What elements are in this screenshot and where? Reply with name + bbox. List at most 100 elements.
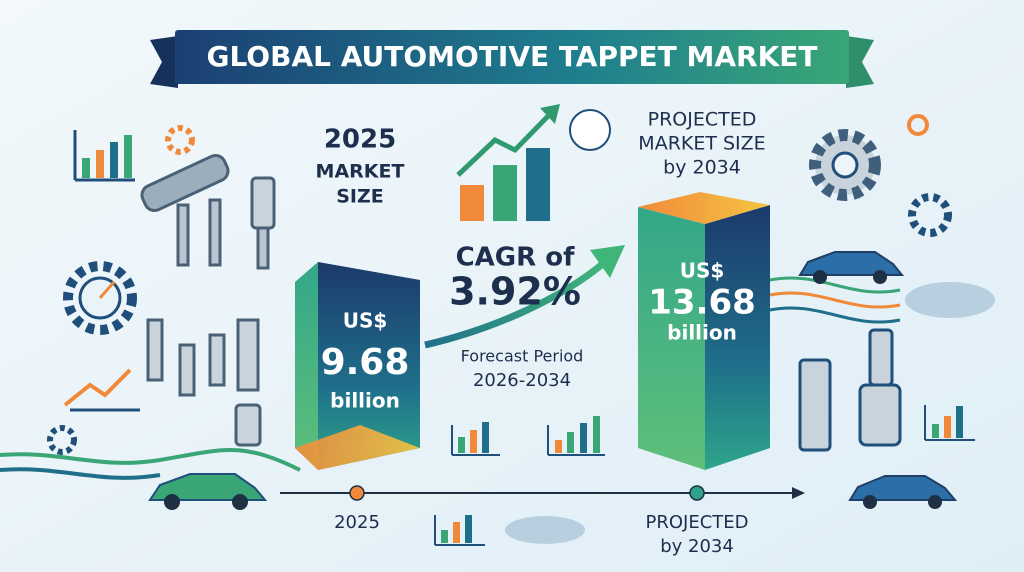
projected-prism-part — [638, 207, 705, 470]
decor-center-chart-part — [540, 104, 560, 124]
decor-bar — [944, 416, 951, 438]
decor-left-part — [176, 203, 190, 267]
current-value: US$ — [343, 309, 388, 333]
timeline-end: by 2034 — [660, 536, 734, 557]
current-heading: 2025 — [324, 125, 396, 155]
decor-left-part — [82, 158, 90, 178]
decor-bar — [956, 406, 963, 438]
decor-right-part — [868, 328, 894, 387]
decor-center-chart-part — [555, 440, 562, 453]
growth-arrowhead — [590, 245, 625, 278]
decor-left-part — [124, 135, 132, 178]
car-left-part — [232, 494, 248, 510]
decor-right-part — [769, 291, 901, 309]
decor-left-part — [0, 467, 161, 480]
projected-prism — [638, 192, 770, 470]
decor-center-chart-part — [441, 530, 448, 543]
projected-value: billion — [667, 321, 737, 345]
car-left-part — [164, 494, 180, 510]
timeline-start: 2025 — [334, 512, 380, 533]
decor-center-chart-part — [493, 165, 517, 221]
decor-left-part — [178, 343, 196, 397]
title: GLOBAL AUTOMOTIVE TAPPET MARKET — [206, 40, 817, 73]
decor-right-part — [905, 282, 995, 318]
decor-right-part — [908, 193, 952, 237]
car-right-top — [798, 251, 905, 284]
decor-left-part — [208, 198, 222, 267]
timeline-end: PROJECTED — [645, 512, 748, 533]
car-right-bottom — [848, 475, 958, 509]
projected-prism-part — [705, 205, 770, 470]
growth-arrow — [424, 259, 608, 349]
decor-center-chart-part — [482, 422, 489, 453]
decor-center-chart-part — [465, 515, 472, 543]
decor-center-chart-part — [456, 110, 554, 177]
decor-left — [0, 125, 301, 480]
decor-left-part — [236, 318, 260, 392]
current-value: billion — [330, 389, 400, 413]
decor-right-part — [858, 383, 902, 447]
projected-value: 13.68 — [648, 283, 756, 323]
cagr-label: CAGR of — [456, 243, 575, 273]
car-left — [148, 473, 268, 510]
decor-center-chart-part — [580, 423, 587, 453]
title-banner-part — [846, 36, 874, 88]
car-right-top-part — [813, 270, 827, 284]
title-banner — [150, 30, 874, 88]
timeline-arrowhead — [792, 487, 805, 499]
decor-right-part — [924, 405, 975, 441]
decor-center-chart-part — [460, 185, 484, 221]
current-prism — [295, 262, 420, 470]
decor-center-chart-part — [458, 437, 465, 453]
projected-prism-part — [638, 192, 770, 224]
decor-left-part — [250, 176, 276, 230]
timeline-dot — [349, 485, 365, 501]
current-value: 9.68 — [321, 342, 410, 383]
current-heading: SIZE — [336, 186, 384, 208]
decor-left-part — [146, 318, 164, 382]
decor-left-part — [256, 226, 270, 270]
period-label: Forecast Period — [461, 347, 584, 366]
decor-right-part — [907, 114, 929, 136]
decor-bar — [932, 424, 939, 438]
car-right-bottom-part — [848, 475, 958, 501]
decor-center-chart-part — [567, 432, 574, 453]
projected-heading: PROJECTED — [648, 109, 757, 131]
current-heading: MARKET — [316, 161, 405, 183]
decor-center-chart-part — [453, 522, 460, 543]
period: 2026-2034 — [473, 370, 571, 391]
decor-right-part — [769, 306, 901, 324]
decor-center-chart-part — [547, 425, 605, 456]
decor-left-part — [96, 150, 104, 178]
decor-left-part — [165, 125, 195, 155]
decor-left-part — [98, 281, 116, 299]
decor-right-part — [769, 276, 901, 294]
timeline-dot — [689, 485, 705, 501]
decor-center-chart-part — [434, 515, 485, 546]
decor-right — [769, 114, 995, 452]
decor-left-part — [63, 261, 137, 335]
decor-center-chart — [434, 104, 611, 546]
decor-left-part — [234, 403, 262, 447]
projected-value: US$ — [680, 259, 725, 283]
title-banner-part — [175, 30, 849, 84]
decor-left-part — [0, 448, 301, 472]
decor-center-chart-part — [569, 109, 611, 151]
car-right-bottom-part — [863, 495, 877, 509]
projected-heading: MARKET SIZE — [638, 133, 765, 155]
decor-center-chart-part — [526, 148, 550, 221]
decor-left-part — [63, 368, 132, 407]
car-right-top-part — [798, 251, 905, 276]
decor-left-part — [140, 153, 230, 213]
decor-center-chart-part — [451, 425, 500, 456]
decor-left-part — [110, 142, 118, 178]
decor-right-part — [831, 151, 859, 179]
car-left-part — [148, 473, 268, 501]
decor-center-chart-part — [593, 416, 600, 453]
decor-left-part — [47, 425, 77, 455]
decor-center-chart-part — [505, 516, 585, 544]
current-prism-part — [295, 425, 420, 470]
